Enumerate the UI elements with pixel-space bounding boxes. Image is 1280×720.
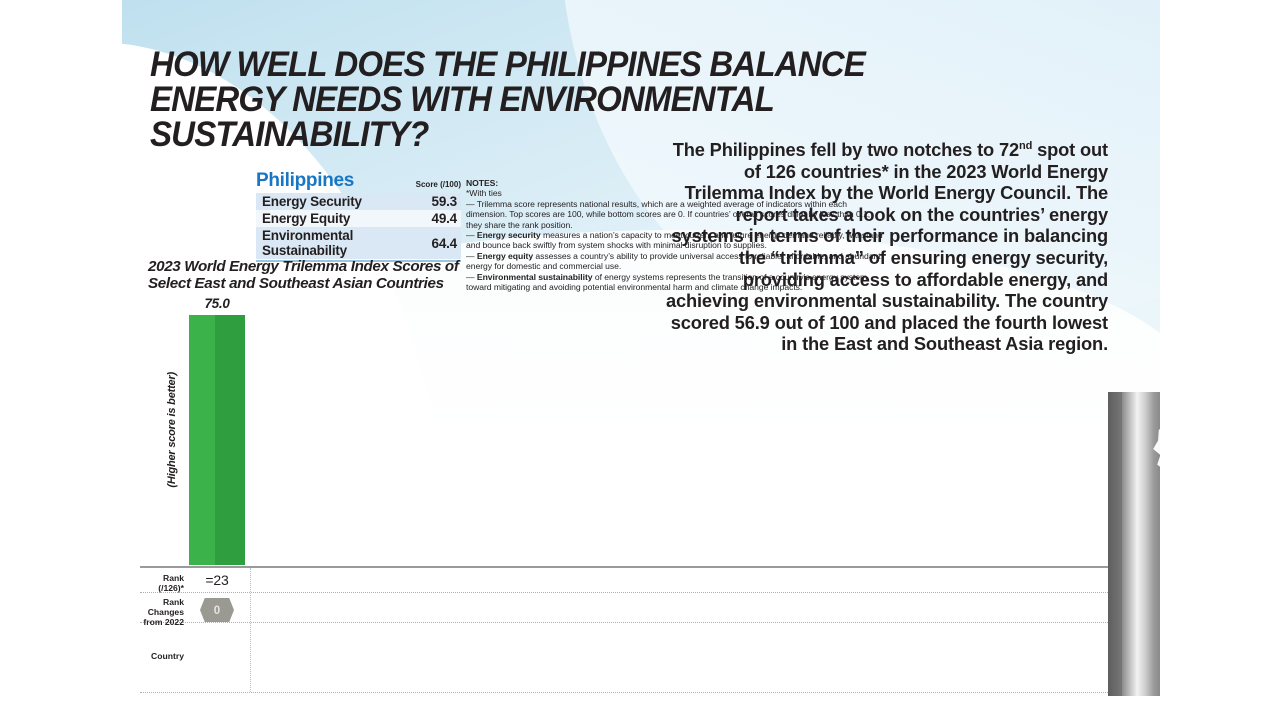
background-right-edge bbox=[1160, 0, 1280, 720]
score-column-header: Score (/100) bbox=[415, 180, 461, 189]
background-left-margin bbox=[0, 0, 122, 720]
notes-block: NOTES: *With ties — Trilemma score repre… bbox=[466, 178, 886, 292]
rank-cell: =23 bbox=[205, 572, 229, 588]
rank-change-value: 0 bbox=[213, 604, 221, 617]
bar-chart-plot: 75.0 bbox=[184, 296, 1108, 565]
score-row: Environmental Sustainability 64.4 bbox=[256, 227, 461, 259]
score-row-value: 49.4 bbox=[431, 211, 458, 226]
rank-change-flat-icon: 0 bbox=[200, 598, 234, 622]
row-label-changes-line2: from 2022 bbox=[143, 617, 184, 627]
chart-baseline bbox=[140, 566, 1108, 568]
rank-change-cell: 0 bbox=[184, 598, 250, 622]
chart-title: 2023 World Energy Trilemma Index Scores … bbox=[148, 258, 459, 292]
notes-lines: — Trilemma score represents national res… bbox=[466, 199, 886, 293]
philippines-score-box: Philippines Score (/100) Energy Security… bbox=[256, 170, 461, 262]
row-label-changes: Rank Changes from 2022 bbox=[140, 597, 184, 627]
notes-heading: NOTES: bbox=[466, 178, 499, 188]
column-divider bbox=[250, 568, 251, 692]
score-row-value: 64.4 bbox=[431, 235, 458, 251]
score-row-list: Energy Security 59.3 Energy Equity 49.4 Envi… bbox=[256, 193, 461, 259]
row-divider-country bbox=[140, 692, 1108, 693]
score-row-value: 59.3 bbox=[431, 194, 458, 209]
bar-value-label: 75.0 bbox=[204, 296, 230, 311]
notes-line: — Environmental sustainability of energy… bbox=[466, 271, 868, 293]
score-row: Energy Security 59.3 bbox=[256, 193, 461, 210]
row-label-changes-line1: Rank Changes bbox=[147, 597, 184, 617]
chart-y-axis-label: (Higher score is better) bbox=[166, 372, 178, 488]
score-box-title: Philippines bbox=[256, 170, 355, 191]
intro-paragraph: The Philippines fell by two notches to 7… bbox=[665, 139, 1108, 355]
row-label-rank: Rank (/126)* bbox=[158, 573, 184, 593]
score-box-underline bbox=[256, 260, 461, 262]
score-row: Energy Equity 49.4 bbox=[256, 210, 461, 227]
notes-line: — Trilemma score represents national res… bbox=[466, 198, 871, 230]
score-row-label: Energy Equity bbox=[262, 211, 351, 226]
row-divider-changes bbox=[140, 622, 1108, 623]
row-label-country: Country bbox=[151, 651, 184, 661]
notes-line: — Energy security measures a nation’s ca… bbox=[466, 230, 883, 251]
score-row-label: Environmental Sustainability bbox=[262, 228, 354, 258]
bar-column: 75.0 bbox=[189, 296, 245, 565]
bar[interactable] bbox=[189, 315, 245, 565]
page-title: HOW WELL DOES THE PHILIPPINES BALANCE EN… bbox=[150, 44, 866, 154]
decorative-pillar-edge bbox=[1108, 392, 1122, 696]
score-row-label: Energy Security bbox=[262, 194, 362, 209]
notes-line: — Energy equity assesses a country’s abi… bbox=[466, 250, 881, 272]
notes-ties: *With ties bbox=[466, 188, 502, 199]
score-box-header: Philippines Score (/100) bbox=[256, 170, 461, 193]
row-divider-rank bbox=[140, 592, 1108, 593]
